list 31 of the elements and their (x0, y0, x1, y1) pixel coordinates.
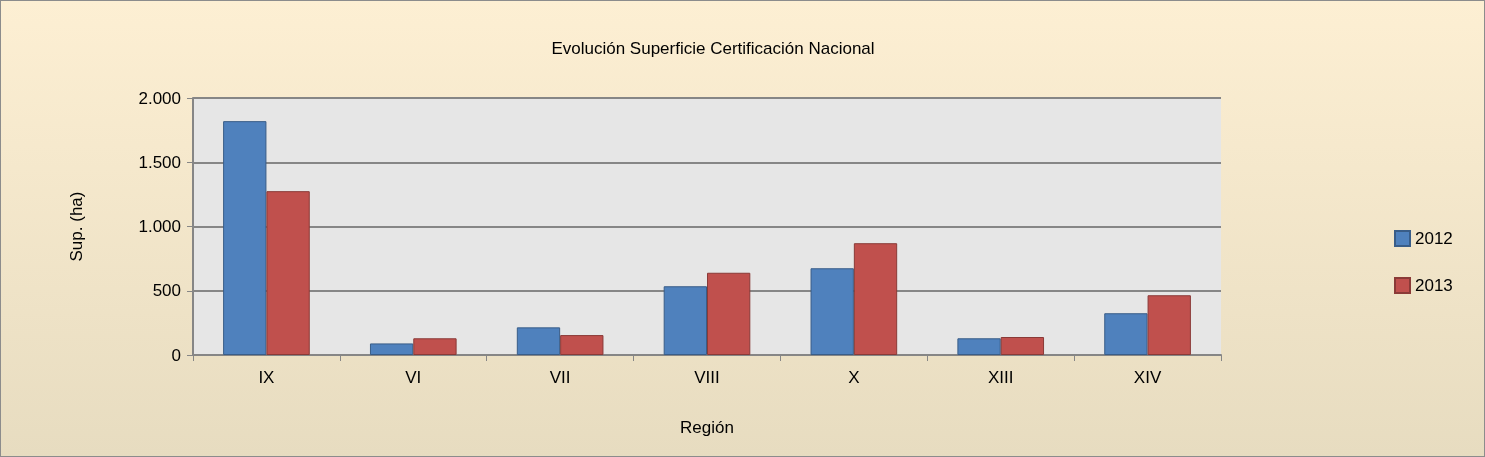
y-tick-label: 500 (152, 281, 181, 301)
bar (560, 335, 604, 355)
bar (1104, 313, 1148, 355)
bar (516, 327, 561, 355)
bar (413, 338, 457, 355)
bar (369, 343, 414, 355)
x-tick-label: XIII (987, 368, 1014, 387)
bar (957, 338, 1001, 355)
legend-label: 2012 (1415, 229, 1453, 248)
y-tick-label: 0 (171, 345, 181, 365)
y-tick-label: 2.000 (138, 88, 181, 108)
bar (223, 121, 267, 355)
x-axis-title: Región (680, 418, 734, 437)
bar (266, 191, 310, 355)
bar (853, 243, 898, 355)
x-tick-label: X (848, 368, 860, 387)
y-tick-label: 1.000 (138, 217, 181, 236)
bar (1000, 337, 1045, 355)
bar (810, 268, 854, 355)
legend-label: 2013 (1415, 276, 1453, 295)
y-axis-title: Sup. (ha) (67, 191, 86, 262)
bar (707, 272, 751, 355)
x-tick-label: IX (258, 368, 275, 387)
x-tick-label: VI (405, 368, 422, 387)
x-tick-label: VII (549, 368, 571, 387)
chart-title: Evolución Superficie Certificación Nacional (551, 39, 875, 58)
bar (663, 286, 707, 355)
bar (1147, 295, 1191, 355)
x-tick-label: XIV (1133, 368, 1162, 387)
x-tick-label: VIII (694, 368, 720, 387)
y-tick-label: 1.500 (138, 152, 181, 172)
